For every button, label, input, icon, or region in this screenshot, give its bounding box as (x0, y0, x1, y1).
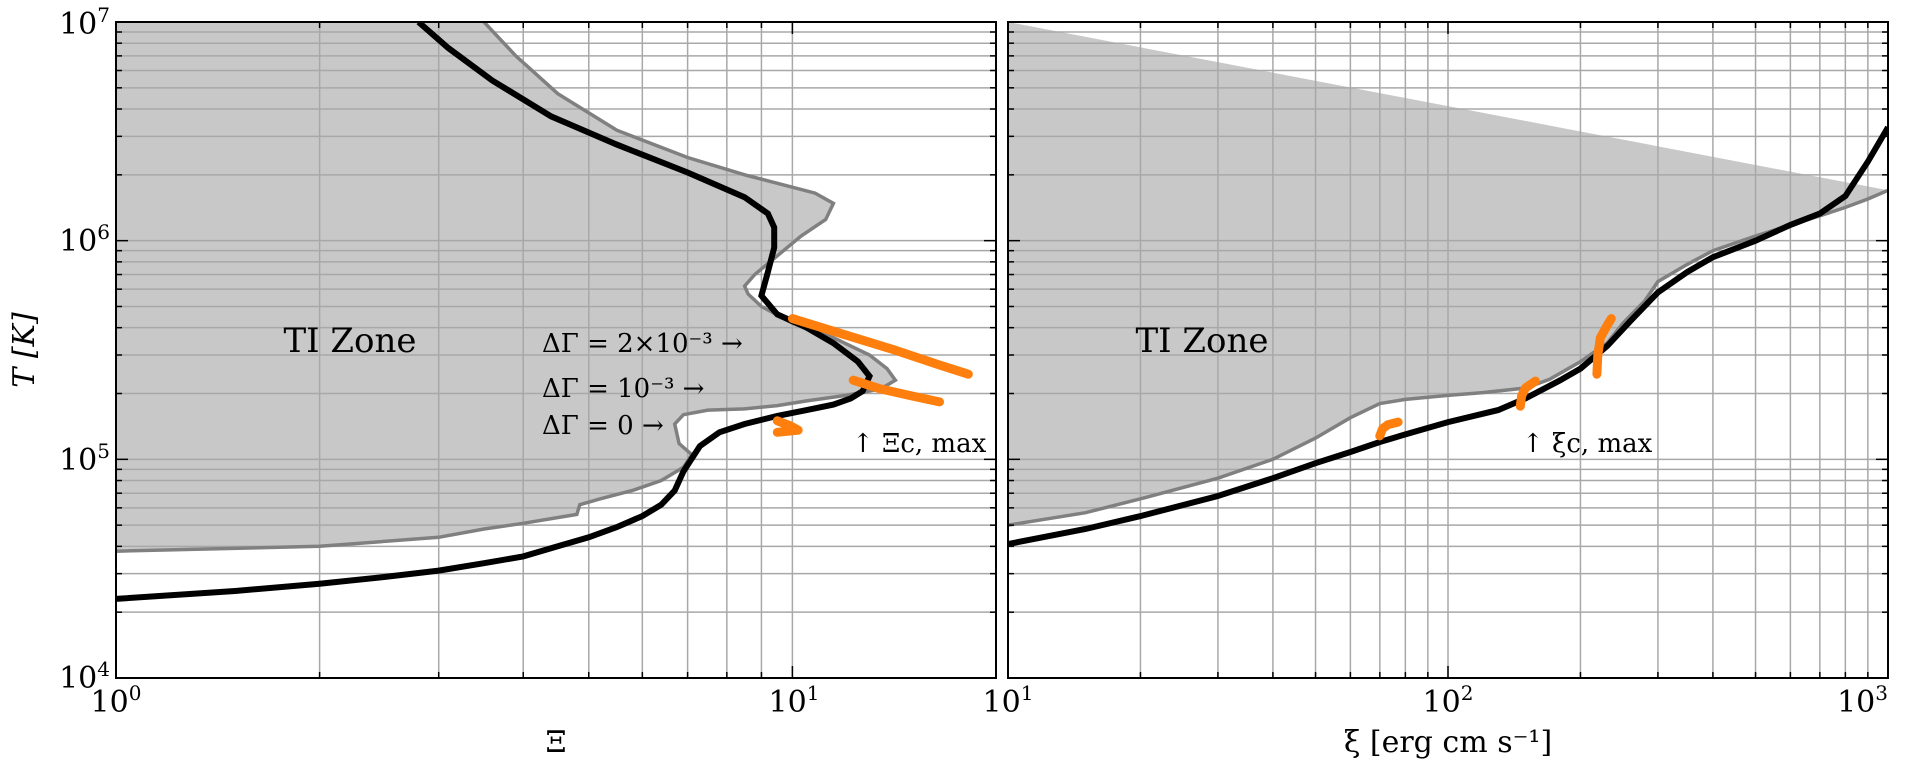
right-xtick-label-10: 101 (983, 681, 1034, 720)
right-xtick-label-1000: 103 (1837, 681, 1888, 720)
left-xlabel: Ξ (545, 725, 566, 760)
marker-track (787, 314, 973, 379)
left-xtick-label-10: 101 (769, 681, 820, 720)
annot-xi-max-left: ↑ Ξc, max (852, 429, 987, 459)
right-xtick-label-100: 102 (1423, 681, 1474, 720)
ylabel: T [K] (7, 312, 42, 388)
ytick-label-1e4: 104 (59, 657, 110, 696)
marker-track (1375, 417, 1403, 441)
ti-zone-fill-left (116, 22, 896, 552)
marker-track (848, 375, 944, 407)
left-panel: 100 101 104 105 106 107 Ξ T [K] TI Zone … (7, 3, 997, 760)
ytick-label-1e7: 107 (59, 3, 110, 42)
right-panel: 101 102 103 ξ [erg cm s⁻¹] TI Zone ↑ ξc,… (983, 21, 1889, 760)
ti-zone-label-right: TI Zone (1135, 321, 1268, 361)
marker-track (1515, 376, 1540, 411)
annot-dg-0: ΔΓ = 0 → (542, 411, 664, 441)
left-xtick-label-1: 100 (91, 681, 142, 720)
left-axes-frame (115, 21, 997, 679)
marker-track (772, 416, 803, 437)
left-markers (772, 314, 973, 437)
annot-xi-max-right: ↑ ξc, max (1522, 429, 1653, 459)
right-grid (1008, 22, 1888, 678)
equilibrium-curve-left (116, 22, 873, 602)
ytick-label-1e6: 106 (59, 220, 110, 259)
ytick-label-1e5: 105 (59, 439, 110, 478)
right-markers (1375, 314, 1616, 441)
left-ticks (115, 21, 997, 679)
right-ticks (1007, 21, 1889, 679)
ti-zone-label-left: TI Zone (283, 321, 416, 361)
annot-dg-1e-3: ΔΓ = 10⁻³ → (542, 374, 704, 404)
annot-dg-2e-3: ΔΓ = 2×10⁻³ → (542, 329, 743, 359)
equilibrium-curve-right (1008, 125, 1888, 547)
right-xlabel: ξ [erg cm s⁻¹] (1344, 725, 1552, 760)
marker-track (1592, 314, 1616, 379)
